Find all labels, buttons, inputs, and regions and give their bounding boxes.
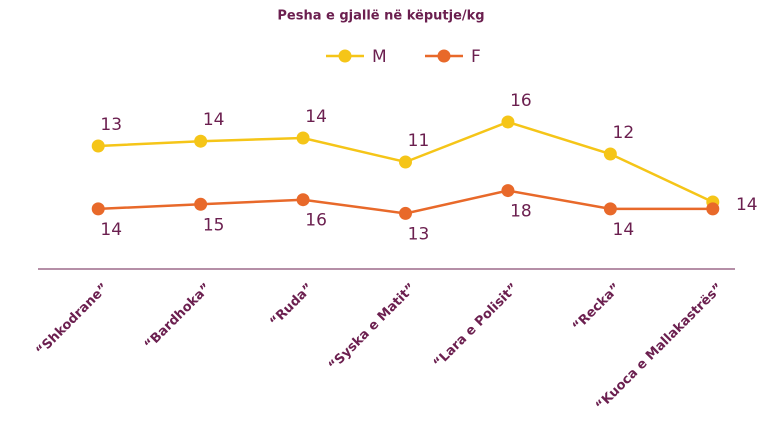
data-point [603, 202, 617, 216]
data-label: 18 [510, 202, 532, 222]
data-point [194, 197, 208, 211]
data-point [296, 193, 310, 207]
data-label: 12 [613, 123, 635, 143]
data-point [603, 147, 617, 161]
x-tick-label: “Ruda” [267, 281, 316, 330]
data-label: 14 [736, 195, 758, 215]
data-label: 14 [305, 107, 327, 127]
chart-title: Pesha e gjallë në këputje/kg [277, 9, 484, 24]
data-point [399, 206, 412, 220]
legend-label: F [471, 47, 481, 67]
data-point [399, 155, 412, 169]
legend-label: M [372, 47, 387, 67]
data-label: 16 [510, 91, 532, 111]
x-tick-label: “Lara e Polisit” [431, 281, 521, 371]
data-point [91, 202, 105, 216]
data-label: 14 [100, 220, 122, 240]
data-point [501, 184, 515, 198]
x-tick-label: “Bardhoka” [142, 281, 214, 353]
x-tick-label: “Recka” [570, 281, 624, 335]
data-point [501, 115, 515, 129]
data-point [706, 202, 720, 216]
data-label: 13 [100, 115, 122, 135]
legend-marker [437, 49, 451, 63]
data-label: 13 [408, 224, 430, 244]
data-label: 16 [305, 211, 327, 231]
x-tick-label: “Syska e Matit” [326, 281, 419, 374]
data-label: 15 [203, 215, 225, 235]
data-point [91, 139, 105, 153]
data-point [194, 134, 208, 148]
legend-marker [338, 49, 352, 63]
data-label: 11 [408, 131, 430, 151]
data-point [296, 131, 310, 145]
data-label: 14 [203, 110, 225, 130]
x-tick-label: “Shkodrane” [33, 281, 111, 359]
data-label: 14 [613, 220, 635, 240]
